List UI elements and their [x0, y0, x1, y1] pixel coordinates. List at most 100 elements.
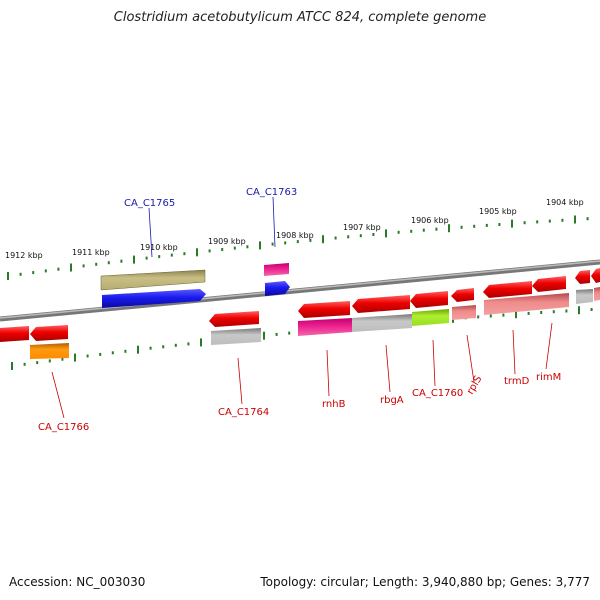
gene-rbgA[interactable]	[352, 314, 412, 332]
major-tick	[200, 338, 202, 347]
lower-scale-ticks	[11, 306, 593, 370]
minor-tick	[561, 218, 564, 222]
major-tick	[385, 229, 387, 238]
accession-text: Accession: NC_003030	[9, 575, 146, 589]
gene-rbgA-red[interactable]	[352, 295, 410, 313]
leader-rplS	[466, 334, 475, 383]
minor-tick	[208, 249, 211, 253]
leader-rnhB	[326, 349, 330, 397]
gene-rimM-red[interactable]	[532, 276, 566, 292]
minor-tick	[498, 223, 501, 226]
minor-tick	[233, 246, 236, 250]
gene-rnhB[interactable]	[298, 318, 352, 336]
minor-tick	[107, 261, 110, 265]
label-rplS: rplS	[465, 374, 484, 396]
minor-tick	[397, 230, 400, 234]
major-tick	[574, 215, 576, 224]
gene-CA_C1766[interactable]	[30, 343, 69, 359]
minor-tick	[460, 225, 463, 229]
minor-tick	[309, 238, 312, 242]
minor-tick	[296, 240, 299, 244]
minor-tick	[149, 346, 152, 350]
major-tick	[74, 353, 76, 362]
gene-CA_C1764-red[interactable]	[209, 311, 259, 327]
minor-tick	[372, 233, 375, 236]
gene-CA_C1763[interactable]	[265, 281, 290, 296]
gene-trmD[interactable]	[484, 293, 569, 315]
gene-CA_C1760-red[interactable]	[410, 291, 448, 308]
leader-CA_C1765	[148, 207, 153, 258]
minor-tick	[477, 315, 480, 319]
minor-tick	[36, 361, 39, 365]
gene-CA_C1765[interactable]	[102, 289, 206, 308]
major-tick	[259, 241, 261, 250]
leader-rbgA	[385, 344, 391, 393]
gene-CA_C1763-pink[interactable]	[264, 263, 289, 276]
minor-tick	[145, 256, 148, 260]
label-CA_C1763: CA_C1763	[246, 187, 297, 198]
map-title: Clostridium acetobutylicum ATCC 824, com…	[113, 10, 487, 25]
minor-tick	[540, 311, 543, 314]
gene-CA_C1765-olive[interactable]	[100, 269, 206, 291]
gene-CA_C1766-red[interactable]	[30, 325, 68, 341]
minor-tick	[536, 220, 539, 224]
label-rnhB: rnhB	[322, 399, 346, 410]
scale-label-1911: 1911 kbp	[72, 248, 110, 257]
leader-CA_C1766	[51, 371, 65, 419]
gene-CA_C1764[interactable]	[211, 328, 261, 345]
minor-tick	[422, 228, 425, 232]
genome-backbone-highlight	[0, 260, 600, 319]
reverse-strand-genes	[0, 276, 600, 359]
leader-trmD	[512, 329, 516, 375]
gene-right-gray[interactable]	[576, 289, 593, 304]
minor-tick	[590, 308, 593, 311]
gene-rnhB-red[interactable]	[298, 301, 350, 318]
gene-rplS[interactable]	[452, 305, 476, 320]
gene-CA_C1766-red-a[interactable]	[0, 326, 29, 342]
major-tick	[7, 272, 9, 280]
forward-strand-genes	[100, 263, 600, 308]
label-leaders	[51, 196, 553, 419]
major-tick	[137, 345, 139, 354]
major-tick	[515, 310, 517, 319]
gene-CA_C1760[interactable]	[412, 309, 449, 326]
label-trmD: trmD	[504, 376, 530, 387]
scale-label-1905: 1905 kbp	[479, 207, 517, 216]
minor-tick	[32, 271, 35, 275]
major-tick	[448, 224, 450, 233]
scale-label-1910: 1910 kbp	[140, 243, 178, 252]
minor-tick	[221, 248, 224, 251]
minor-tick	[19, 272, 22, 276]
gene-right-edge-red-2[interactable]	[591, 268, 600, 283]
leader-CA_C1763	[272, 196, 276, 248]
minor-tick	[565, 309, 568, 313]
gene-rplS-red[interactable]	[451, 288, 474, 302]
minor-tick	[271, 242, 274, 246]
major-tick	[263, 331, 265, 340]
gene-right-salmon[interactable]	[594, 287, 600, 301]
minor-tick	[95, 262, 98, 266]
scale-label-1906: 1906 kbp	[411, 216, 449, 225]
minor-tick	[99, 352, 102, 356]
minor-tick	[124, 349, 127, 353]
gene-right-edge-red[interactable]	[575, 270, 590, 284]
minor-tick	[552, 310, 555, 314]
minor-tick	[527, 311, 530, 315]
major-tick	[11, 362, 13, 370]
minor-tick	[473, 224, 476, 228]
major-tick	[133, 255, 135, 264]
gene-trmD-red[interactable]	[483, 281, 532, 298]
leader-CA_C1764	[237, 357, 243, 405]
minor-tick	[162, 345, 165, 349]
minor-tick	[410, 229, 413, 233]
minor-tick	[586, 217, 589, 221]
minor-tick	[334, 236, 337, 240]
minor-tick	[120, 259, 123, 263]
minor-tick	[489, 314, 492, 318]
minor-tick	[359, 234, 362, 238]
minor-tick	[86, 354, 89, 358]
minor-tick	[246, 245, 249, 249]
minor-tick	[44, 269, 47, 273]
